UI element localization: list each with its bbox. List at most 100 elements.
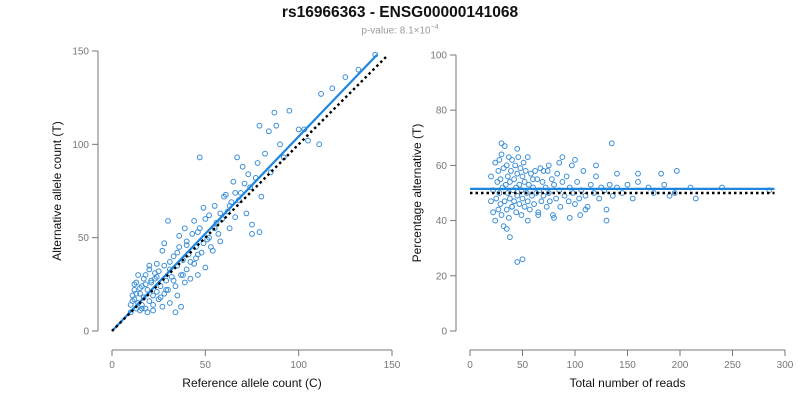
left-data-point [129,298,136,305]
right-data-point [495,206,502,213]
right-data-point [544,168,551,174]
right-data-point [523,190,530,196]
right-data-point [521,179,528,185]
right-data-point [534,176,541,183]
right-data-point [511,198,517,205]
left-data-point [137,290,143,297]
right-data-point [507,195,513,202]
right-x-tick-label: 200 [672,360,689,371]
right-data-point [521,203,528,210]
left-y-tick-label: 0 [83,327,89,338]
right-data-point [494,179,501,185]
left-x-axis-title: Reference allele count (C) [182,376,321,390]
right-data-point [514,145,521,152]
right-data-point [614,170,620,177]
left-data-point [342,74,349,81]
left-data-point [277,141,283,148]
right-y-tick-label: 40 [436,216,448,227]
left-data-point [194,229,201,235]
right-data-point [532,168,538,174]
right-data-point [518,212,525,218]
left-data-point [316,141,323,148]
right-data-point [545,190,552,196]
left-data-point [181,225,188,232]
left-data-point [183,266,190,273]
left-data-point [170,253,177,260]
left-data-point [211,203,218,209]
left-data-point [181,279,188,286]
right-data-point [496,190,503,196]
left-data-point [226,225,233,232]
left-data-point [239,163,246,170]
right-data-point [553,195,559,202]
subtitle-exponent: −4 [430,24,439,31]
left-data-point [153,288,160,295]
right-data-point [500,165,507,172]
right-data-point [635,179,641,185]
left-data-point [194,251,201,258]
right-data-point [515,154,522,161]
left-data-point [183,238,190,245]
right-data-point [503,162,510,169]
right-data-point [519,173,526,180]
left-data-point [200,204,207,211]
right-data-point [516,181,523,188]
left-data-point [318,91,324,97]
left-fit-line [111,53,378,332]
right-data-point [503,206,510,213]
right-data-point [603,206,610,213]
right-data-point [501,198,508,205]
right-data-point [502,181,509,188]
right-data-point [551,214,557,221]
right-data-point [568,162,575,169]
right-data-point [603,217,610,224]
right-x-tick-label: 0 [467,360,473,371]
left-data-point [150,301,156,308]
right-x-axis-title: Total number of reads [569,376,685,390]
left-y-tick-label: 150 [72,47,89,58]
left-data-point [232,214,239,221]
left-data-point [187,275,194,282]
right-data-point [550,212,556,218]
left-data-point [191,217,198,224]
right-x-tick-label: 300 [777,360,794,371]
subtitle-text: p-value: 8.1×10 [361,25,431,37]
left-data-point [144,287,151,293]
left-data-point [215,231,222,237]
right-x-tick-label: 150 [619,360,636,371]
right-data-point [505,154,512,161]
right-data-point [546,198,553,205]
right-data-point [549,176,555,183]
right-data-point [519,256,526,263]
right-data-point [535,212,542,218]
left-data-point [159,303,166,310]
right-data-point [596,195,603,202]
left-data-point [180,272,186,278]
left-data-point [295,126,302,133]
right-data-point [535,209,542,216]
right-data-point [501,143,508,149]
left-data-point [247,184,254,191]
left-x-tick-label: 0 [109,360,115,371]
right-data-point [563,173,570,180]
left-data-point [165,287,171,293]
right-data-point [524,198,531,205]
right-data-point [692,195,699,202]
right-data-point [512,162,519,169]
right-data-point [522,168,529,174]
right-data-point [525,181,532,188]
right-data-point [500,223,507,230]
left-data-point [137,285,143,291]
left-data-point [243,210,250,217]
left-data-point [176,232,183,239]
left-data-point [150,307,156,314]
left-data-point [249,231,255,237]
left-data-point [189,231,196,237]
left-x-tick-label: 100 [290,360,307,371]
left-data-point [138,305,145,312]
right-data-point [609,192,616,199]
right-data-point [582,206,589,213]
left-data-point [161,262,168,269]
left-data-point [146,266,153,273]
left-data-point [144,309,151,316]
